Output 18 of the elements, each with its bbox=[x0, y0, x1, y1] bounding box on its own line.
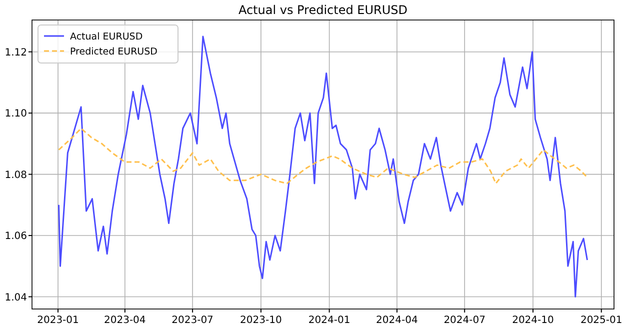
chart-title: Actual vs Predicted EURUSD bbox=[238, 3, 408, 17]
line-series bbox=[58, 128, 588, 184]
y-tick-label: 1.06 bbox=[4, 231, 27, 242]
x-tick-label: 2023-01 bbox=[37, 315, 79, 326]
y-tick-label: 1.10 bbox=[4, 108, 27, 120]
legend-label: Predicted EURUSD bbox=[70, 46, 158, 58]
x-tick-label: 2024-01 bbox=[308, 315, 350, 326]
legend-label: Actual EURUSD bbox=[70, 31, 143, 42]
x-tick-label: 2023-10 bbox=[240, 315, 282, 326]
x-tick-label: 2023-07 bbox=[172, 315, 214, 326]
y-tick-label: 1.04 bbox=[4, 292, 27, 304]
y-tick-label: 1.12 bbox=[4, 47, 27, 58]
y-tick-label: 1.08 bbox=[4, 170, 27, 181]
x-tick-label: 2024-10 bbox=[512, 315, 554, 326]
x-tick-label: 2023-04 bbox=[104, 315, 146, 326]
x-tick-label: 2024-07 bbox=[444, 315, 486, 326]
x-tick-label: 2025-01 bbox=[580, 315, 622, 326]
x-tick-label: 2024-04 bbox=[376, 315, 418, 326]
